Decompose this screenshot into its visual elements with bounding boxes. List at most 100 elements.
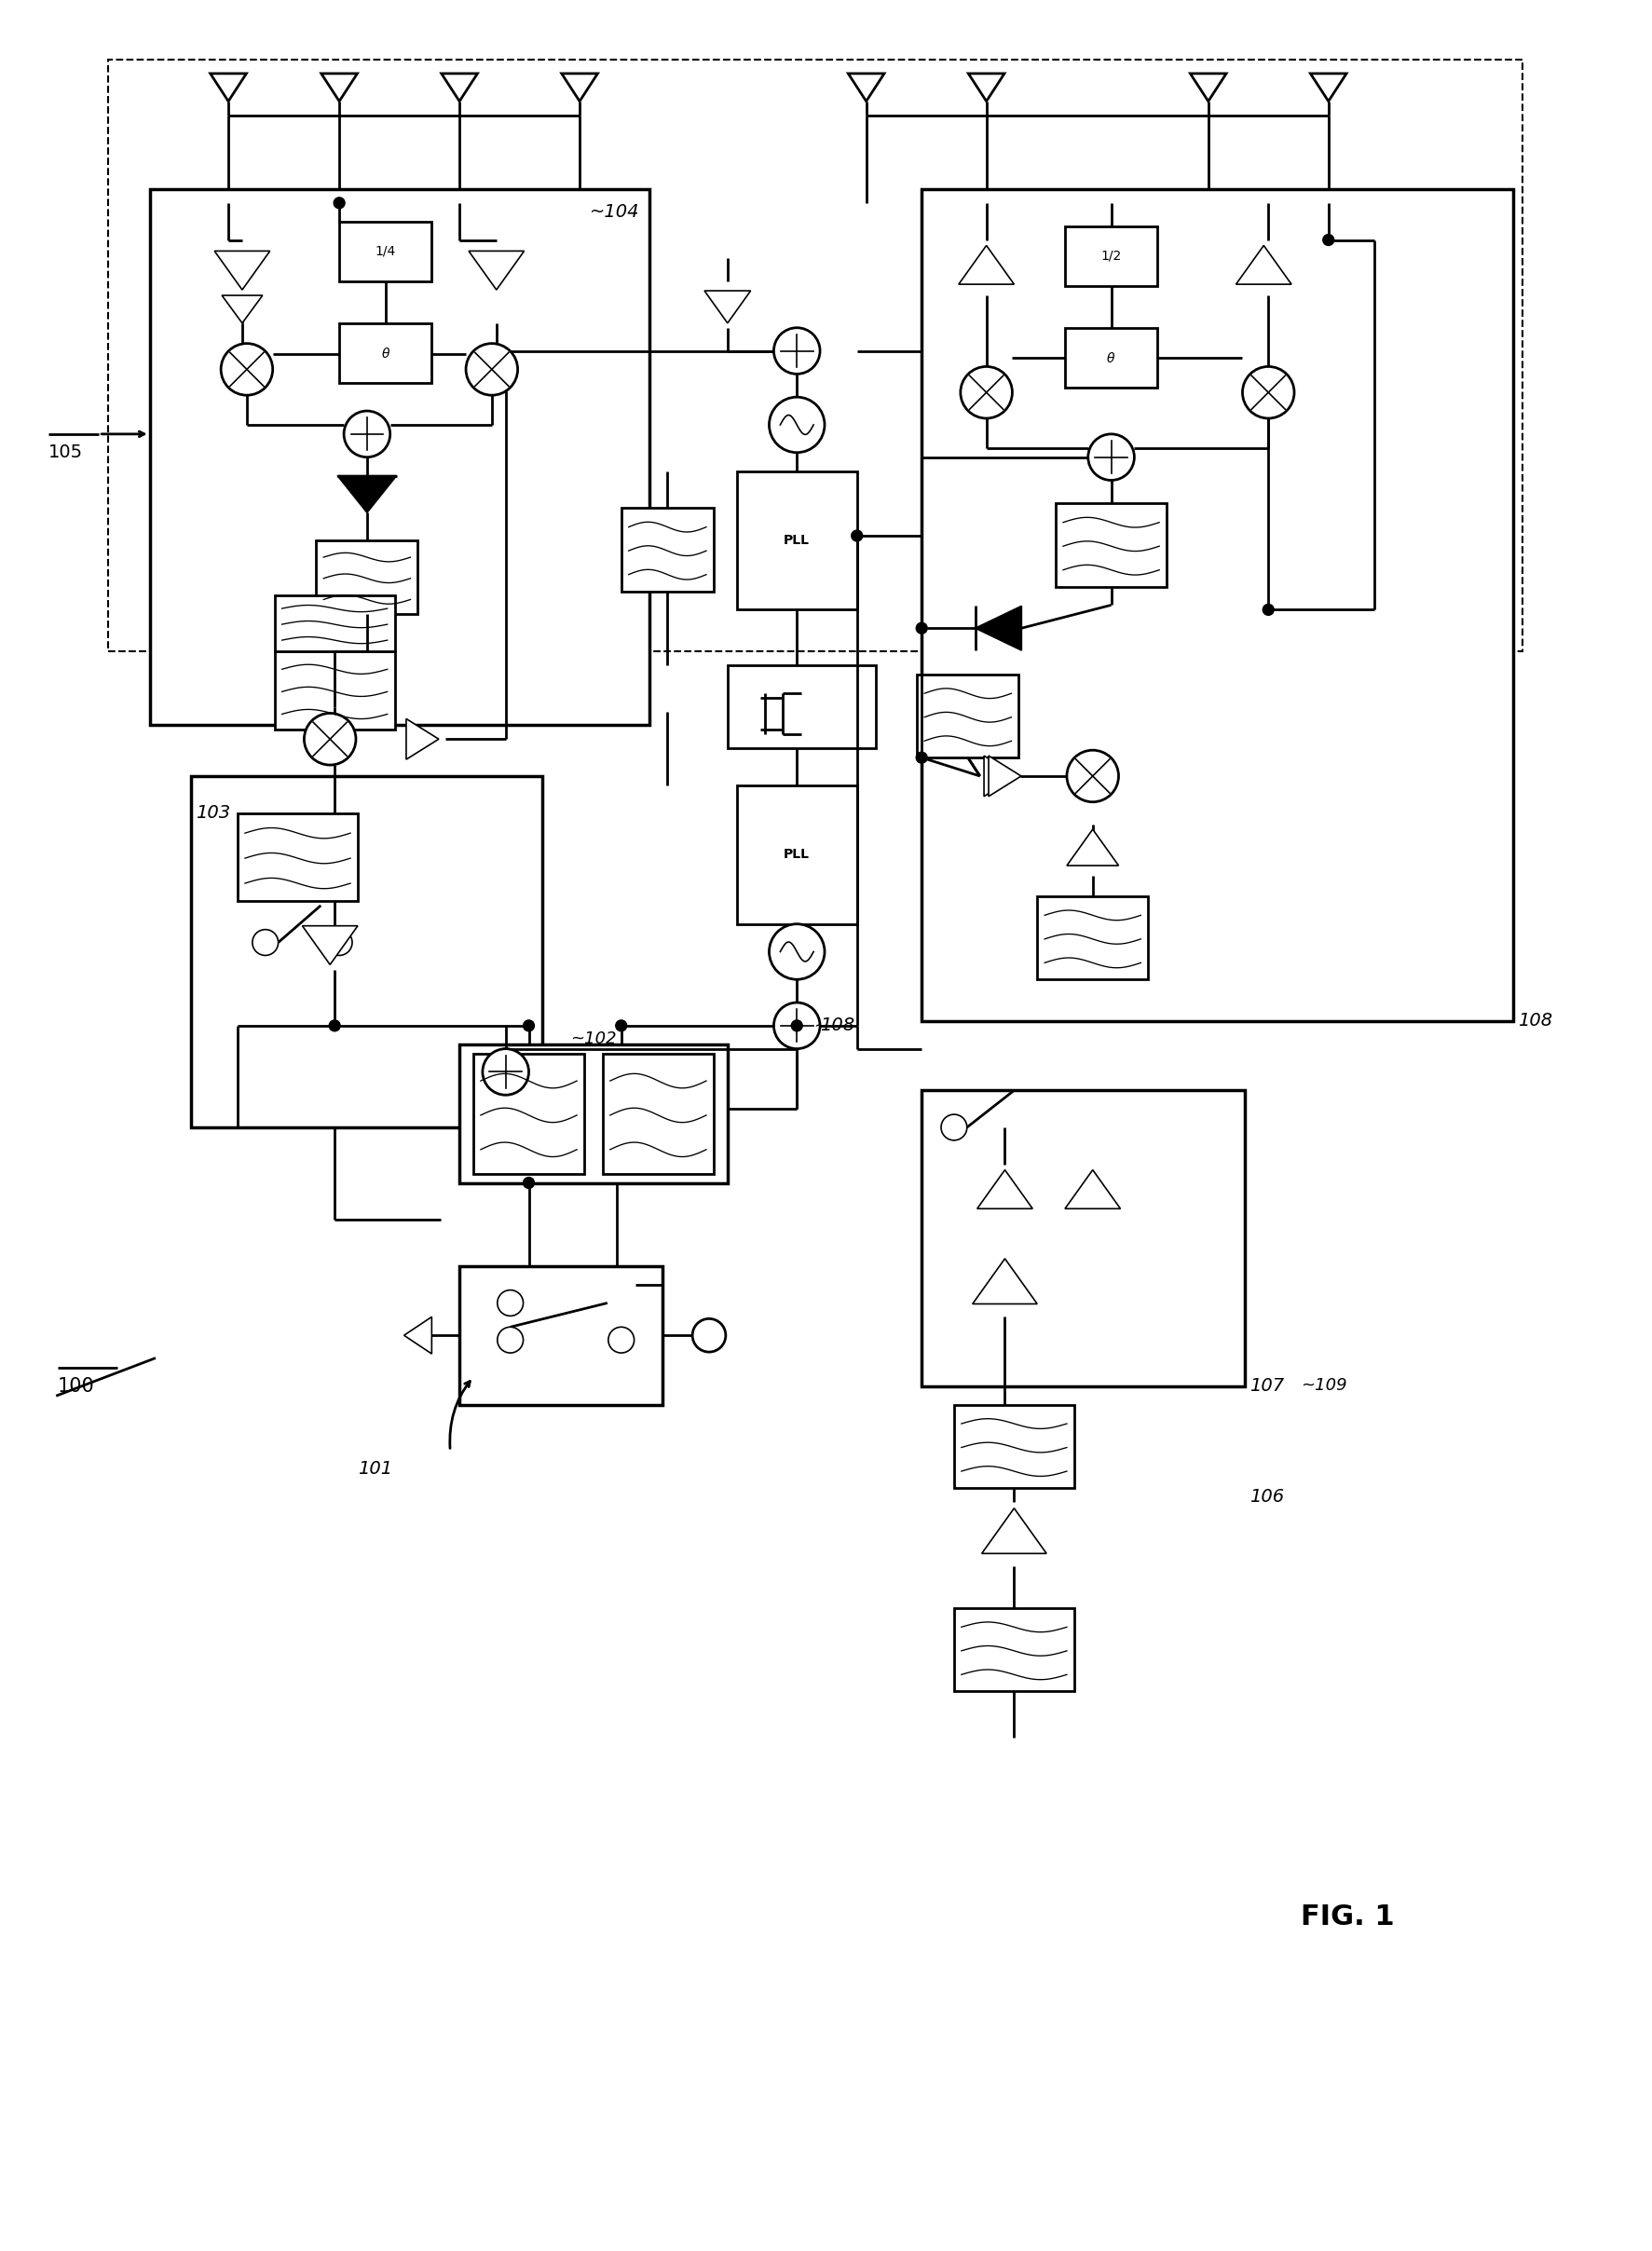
Bar: [192, 777, 542, 1128]
Text: $\sim$: $\sim$: [811, 1017, 828, 1033]
Circle shape: [221, 344, 273, 396]
Text: 103: 103: [197, 804, 231, 822]
Polygon shape: [976, 1171, 1032, 1209]
Polygon shape: [320, 74, 357, 101]
Circle shape: [524, 1020, 534, 1031]
Text: 101: 101: [358, 1461, 393, 1479]
Polygon shape: [704, 290, 750, 324]
Polygon shape: [405, 1317, 431, 1353]
Text: 108: 108: [819, 1017, 854, 1033]
Polygon shape: [406, 718, 439, 759]
Circle shape: [791, 1020, 803, 1031]
Circle shape: [773, 329, 819, 374]
Polygon shape: [441, 74, 477, 101]
Circle shape: [1323, 234, 1333, 245]
Bar: [274, 651, 395, 729]
Bar: [727, 664, 876, 747]
Circle shape: [851, 531, 862, 540]
Bar: [737, 786, 857, 923]
Polygon shape: [1189, 74, 1226, 101]
Circle shape: [524, 1177, 534, 1189]
Text: 1/2: 1/2: [1100, 250, 1122, 263]
Bar: [922, 1089, 1246, 1387]
Text: ~104: ~104: [590, 203, 639, 221]
Text: 106: 106: [1251, 1488, 1285, 1506]
Bar: [459, 1265, 662, 1405]
Text: ~109: ~109: [1300, 1378, 1346, 1393]
Bar: [339, 221, 431, 281]
Polygon shape: [337, 475, 396, 513]
Polygon shape: [221, 295, 263, 324]
Polygon shape: [958, 245, 1014, 284]
Polygon shape: [985, 756, 1016, 797]
Circle shape: [770, 396, 824, 452]
Polygon shape: [215, 252, 269, 290]
Polygon shape: [988, 756, 1021, 797]
Bar: [107, 61, 1523, 651]
Polygon shape: [1236, 245, 1292, 284]
Bar: [955, 1405, 1074, 1488]
Bar: [737, 470, 857, 610]
Text: $\theta$: $\theta$: [380, 347, 390, 360]
Circle shape: [616, 1020, 626, 1031]
Circle shape: [253, 930, 278, 954]
Circle shape: [608, 1328, 634, 1353]
Text: PLL: PLL: [783, 849, 809, 862]
Polygon shape: [1067, 828, 1118, 867]
Bar: [1037, 896, 1148, 979]
Circle shape: [497, 1290, 524, 1317]
Text: $\theta$: $\theta$: [1107, 351, 1117, 365]
Text: 108: 108: [1518, 1011, 1553, 1029]
Bar: [922, 189, 1513, 1022]
Text: 107: 107: [1251, 1378, 1285, 1396]
Bar: [1066, 225, 1158, 286]
Polygon shape: [1066, 1171, 1120, 1209]
Polygon shape: [1310, 74, 1346, 101]
Circle shape: [917, 624, 927, 635]
Bar: [316, 540, 418, 615]
Polygon shape: [981, 1508, 1046, 1553]
Circle shape: [773, 1002, 819, 1049]
Circle shape: [334, 198, 345, 209]
Text: FIG. 1: FIG. 1: [1300, 1904, 1394, 1931]
Circle shape: [327, 930, 352, 954]
Polygon shape: [469, 252, 524, 290]
Circle shape: [1242, 367, 1294, 419]
Circle shape: [917, 752, 927, 763]
Circle shape: [344, 412, 390, 457]
Bar: [339, 324, 431, 383]
Polygon shape: [973, 1258, 1037, 1303]
Circle shape: [1089, 434, 1135, 479]
Bar: [955, 1607, 1074, 1691]
Circle shape: [466, 344, 517, 396]
Bar: [150, 189, 649, 725]
Bar: [1066, 329, 1158, 387]
Circle shape: [960, 367, 1013, 419]
Circle shape: [692, 1319, 725, 1353]
Polygon shape: [210, 74, 246, 101]
Bar: [238, 813, 358, 900]
Bar: [1056, 504, 1166, 588]
Bar: [274, 597, 395, 651]
Text: 1/4: 1/4: [375, 245, 396, 259]
Circle shape: [482, 1049, 529, 1094]
Circle shape: [1262, 603, 1274, 615]
Bar: [603, 1053, 714, 1173]
Circle shape: [497, 1328, 524, 1353]
Circle shape: [1067, 750, 1118, 801]
Bar: [459, 1044, 727, 1182]
Text: ~102: ~102: [570, 1031, 616, 1047]
Text: 105: 105: [48, 443, 83, 461]
Circle shape: [942, 1114, 966, 1141]
Text: 100: 100: [58, 1378, 94, 1396]
Circle shape: [304, 714, 355, 765]
Bar: [917, 675, 1019, 759]
Polygon shape: [847, 74, 884, 101]
Polygon shape: [302, 925, 358, 966]
Polygon shape: [562, 74, 598, 101]
Circle shape: [329, 1020, 340, 1031]
Polygon shape: [968, 74, 1004, 101]
Circle shape: [770, 923, 824, 979]
Polygon shape: [975, 606, 1021, 651]
Bar: [474, 1053, 585, 1173]
